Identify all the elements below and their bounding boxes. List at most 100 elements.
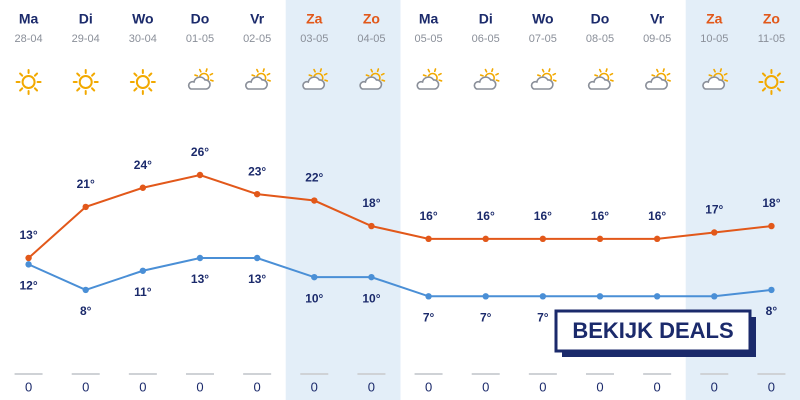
date: 04-05: [357, 33, 385, 45]
precip-bar: [643, 373, 672, 375]
weather-icon: [359, 68, 386, 90]
ray: [267, 79, 271, 82]
ray: [148, 72, 153, 77]
precip-value: 0: [482, 379, 489, 394]
ray: [313, 68, 316, 73]
ray: [76, 87, 81, 92]
date: 30-04: [129, 33, 157, 45]
date: 06-05: [472, 33, 500, 45]
temp-point: [25, 261, 32, 268]
ray: [495, 79, 500, 82]
cloud: [187, 76, 211, 90]
ray: [609, 72, 614, 76]
temp-label: 17°: [705, 203, 723, 217]
day-name: Wo: [132, 11, 154, 27]
precip-bar: [414, 373, 443, 375]
sun: [764, 75, 779, 89]
date: 05-05: [415, 33, 443, 45]
temp-label: 13°: [191, 272, 209, 286]
ray: [433, 68, 437, 73]
day-name: Wo: [532, 11, 554, 27]
ray: [33, 72, 39, 77]
ray: [723, 72, 728, 76]
ray: [422, 74, 427, 77]
day-name: Vr: [650, 11, 665, 27]
ray: [381, 79, 386, 82]
precip-value: 0: [25, 379, 32, 394]
precip-value: 0: [196, 379, 203, 394]
temp-label: 16°: [419, 209, 437, 223]
date: 03-05: [300, 33, 328, 45]
temp-label: 23°: [248, 164, 266, 178]
day-name: Zo: [363, 11, 380, 27]
precip-bar: [471, 373, 500, 375]
precip-bar: [700, 373, 729, 375]
ray: [761, 72, 767, 77]
weather-icon: [15, 69, 42, 95]
ray: [605, 68, 608, 73]
day-name: Di: [79, 11, 93, 27]
temp-point: [253, 190, 261, 198]
ray: [552, 79, 557, 82]
temp-label: 18°: [762, 196, 780, 210]
day-name: Za: [706, 11, 723, 27]
ray: [262, 68, 265, 73]
temp-label: 11°: [134, 285, 152, 299]
cloud: [416, 76, 440, 90]
temp-label: 7°: [480, 310, 492, 324]
deals-button[interactable]: BEKIJK DEALS: [554, 309, 756, 357]
temp-point: [368, 222, 375, 230]
date: 01-05: [186, 33, 214, 45]
day-name: Ma: [419, 11, 439, 27]
ray: [651, 74, 656, 77]
ray: [719, 68, 723, 73]
ray: [491, 68, 494, 73]
ray: [19, 87, 24, 92]
weather-icon: [187, 68, 214, 90]
precip-value: 0: [311, 379, 318, 394]
ray: [91, 72, 96, 77]
temp-label: 16°: [534, 209, 552, 223]
temp-label: 13°: [248, 272, 266, 286]
ray: [308, 74, 313, 77]
ray: [324, 79, 329, 82]
temp-label: 12°: [19, 279, 37, 293]
precip-bar: [128, 373, 157, 375]
ray: [148, 87, 153, 92]
temp-label: 13°: [19, 228, 37, 242]
date: 08-05: [586, 33, 614, 45]
temp-point: [711, 229, 718, 236]
ray: [713, 68, 716, 73]
temp-point: [425, 235, 432, 243]
ray: [209, 72, 214, 76]
ray: [205, 68, 208, 73]
temp-point: [311, 197, 318, 204]
temp-point: [653, 293, 661, 300]
precip-bar: [757, 373, 786, 375]
precip-bar: [586, 373, 614, 375]
ray: [376, 68, 380, 73]
ray: [662, 68, 665, 73]
day-name: Do: [191, 11, 210, 27]
ray: [548, 68, 551, 73]
temp-point: [711, 293, 718, 300]
temp-line: [28, 256, 772, 298]
ray: [133, 72, 138, 77]
weather-icon: [416, 68, 443, 90]
ray: [537, 74, 541, 77]
ray: [266, 72, 271, 76]
date: 10-05: [700, 33, 728, 45]
button-label[interactable]: BEKIJK DEALS: [572, 318, 733, 343]
ray: [598, 68, 602, 73]
cloud: [302, 76, 326, 90]
weather-icon: [72, 69, 99, 95]
ray: [319, 68, 323, 73]
precip-bar: [243, 373, 272, 375]
precip-bar: [528, 373, 557, 375]
precip-value: 0: [82, 379, 89, 394]
ray: [761, 87, 767, 92]
cloud: [587, 76, 611, 90]
weather-icon: [758, 69, 785, 95]
precip-value: 0: [539, 379, 546, 394]
ray: [380, 72, 385, 76]
